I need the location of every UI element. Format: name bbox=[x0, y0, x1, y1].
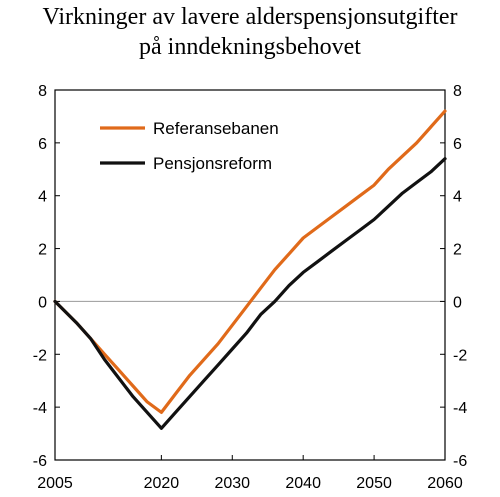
legend: Referansebanen Pensjonsreform bbox=[100, 119, 279, 173]
chart-title-line-1: Virkninger av lavere alderspensjonsutgif… bbox=[42, 4, 458, 30]
legend-label-1: Referansebanen bbox=[153, 119, 279, 138]
x-tick-label: 2020 bbox=[144, 475, 180, 492]
y-tick-label-left: -2 bbox=[33, 347, 47, 364]
y-tick-label-left: -4 bbox=[33, 400, 47, 417]
y-tick-label-right: 8 bbox=[453, 83, 462, 100]
y-tick-label-left: -6 bbox=[33, 453, 47, 470]
x-tick-label: 2060 bbox=[427, 475, 463, 492]
y-tick-label-right: 0 bbox=[453, 294, 462, 311]
y-tick-label-left: 4 bbox=[38, 189, 47, 206]
series-line-2 bbox=[53, 157, 447, 430]
x-tick-label: 2050 bbox=[356, 475, 392, 492]
y-tick-label-left: 2 bbox=[38, 242, 47, 259]
y-tick-label-left: 8 bbox=[38, 83, 47, 100]
x-tick-label: 2005 bbox=[37, 475, 73, 492]
y-tick-label-right: 4 bbox=[453, 189, 462, 206]
y-tick-label-left: 6 bbox=[38, 136, 47, 153]
series-line-1 bbox=[53, 109, 447, 414]
y-tick-label-left: 0 bbox=[38, 294, 47, 311]
y-tick-label-right: -2 bbox=[453, 347, 467, 364]
y-tick-label-right: -4 bbox=[453, 400, 467, 417]
y-tick-label-right: 6 bbox=[453, 136, 462, 153]
chart-title-line-2: på inndekningsbehovet bbox=[139, 34, 361, 60]
y-tick-label-right: 2 bbox=[453, 242, 462, 259]
x-tick-label: 2030 bbox=[214, 475, 250, 492]
legend-label-2: Pensjonsreform bbox=[153, 154, 272, 173]
y-tick-label-right: -6 bbox=[453, 453, 467, 470]
x-tick-label: 2040 bbox=[285, 475, 321, 492]
axes: -6 -6 -4 -4 -2 -2 0 0 2 2 4 4 6 6 8 8 2005 2020 2030 2040 20… bbox=[33, 83, 468, 492]
chart-title: Virkninger av lavere alderspensjonsutgif… bbox=[0, 2, 500, 62]
series-lines bbox=[53, 109, 447, 430]
plot-frame bbox=[54, 89, 446, 461]
